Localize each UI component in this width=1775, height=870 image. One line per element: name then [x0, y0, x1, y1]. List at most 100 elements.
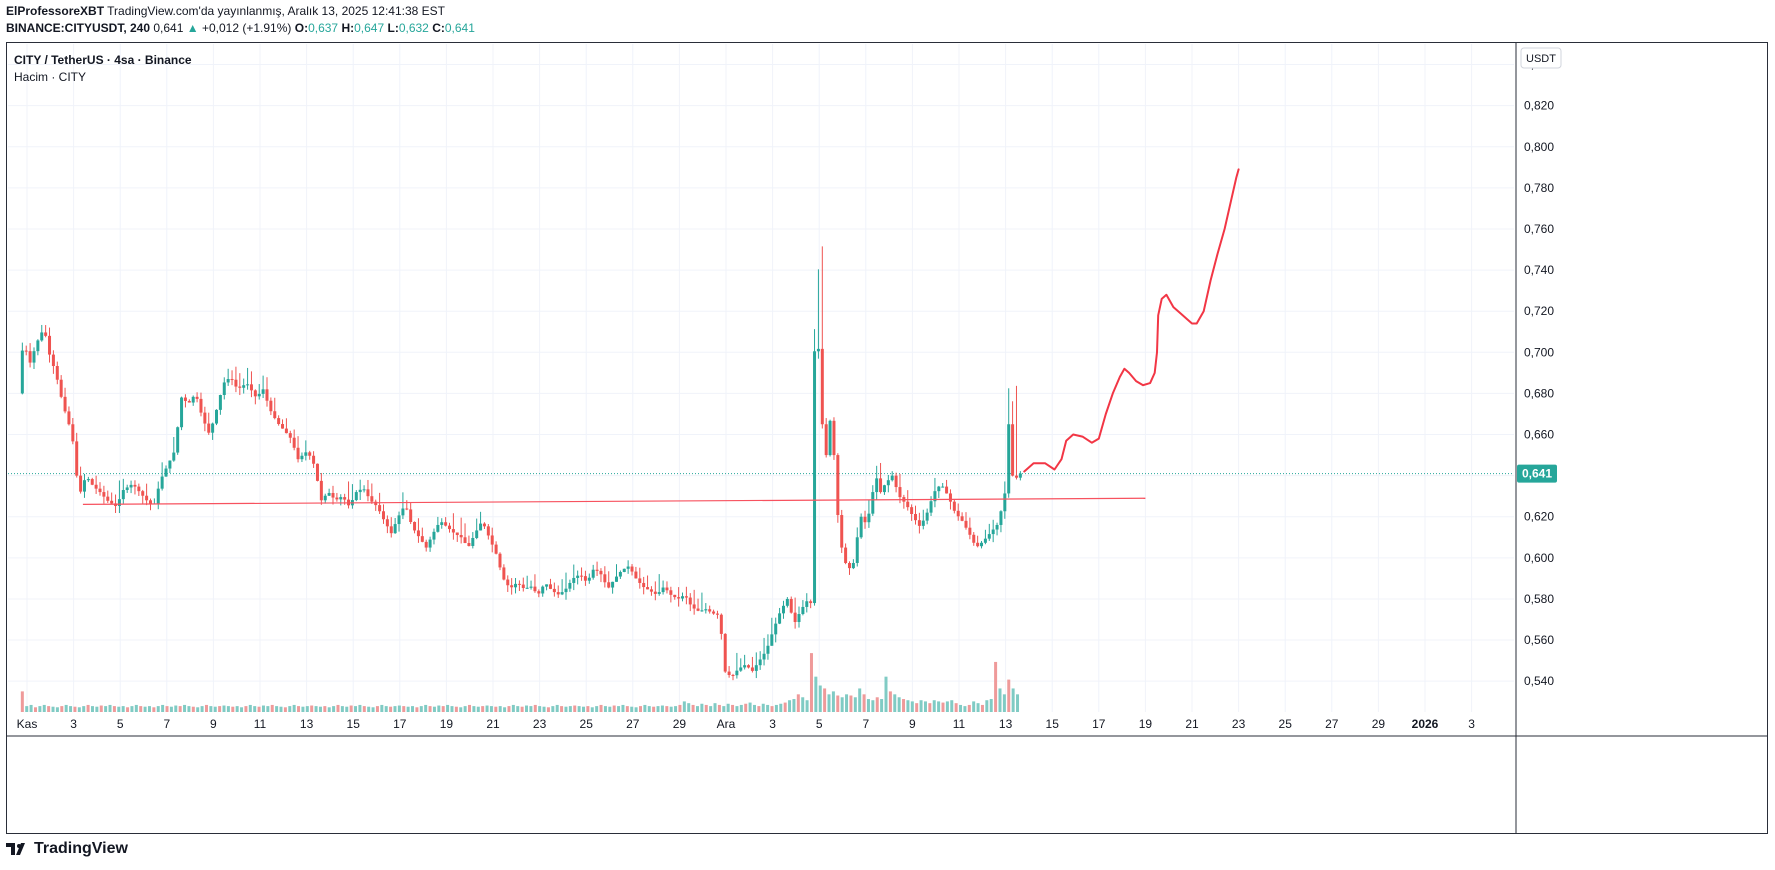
- volume-bar: [630, 706, 634, 712]
- price-tick-label: 0,680: [1524, 386, 1554, 400]
- drawings[interactable]: [82, 168, 1240, 506]
- candle-body: [296, 447, 300, 460]
- volume-bar: [73, 706, 77, 712]
- candle-body: [552, 588, 556, 593]
- volume-bar: [86, 704, 90, 712]
- candle-body: [941, 486, 945, 488]
- candle-body: [715, 613, 719, 615]
- volume-bar: [33, 707, 37, 712]
- volume-bar: [827, 694, 831, 712]
- candle-body: [176, 427, 180, 453]
- candle-body: [634, 571, 638, 579]
- candle-body: [121, 490, 125, 500]
- candle-body: [991, 529, 995, 535]
- volume-bar: [82, 706, 86, 712]
- candle-body: [618, 572, 622, 577]
- candle-body: [479, 523, 483, 531]
- candle-body: [211, 423, 215, 433]
- candle-body: [871, 492, 875, 514]
- candle-body: [813, 351, 817, 604]
- candle-body: [875, 478, 879, 493]
- volume-bar: [923, 701, 927, 712]
- volume-bar: [152, 707, 156, 712]
- time-tick-label: 3: [70, 717, 77, 731]
- candle-body: [358, 489, 362, 493]
- candle-body: [980, 542, 984, 547]
- volume-bar: [656, 706, 660, 712]
- volume-bar: [375, 706, 379, 712]
- volume-bar: [209, 706, 213, 712]
- candle-body: [44, 332, 48, 336]
- candle-body: [847, 562, 851, 569]
- candle-body: [71, 424, 75, 442]
- volume-bar: [411, 706, 415, 712]
- candle-body: [785, 598, 789, 606]
- volume-bar: [226, 706, 230, 712]
- candle-body: [455, 532, 459, 536]
- volume-bar: [393, 706, 397, 712]
- candle-body: [420, 536, 424, 542]
- volume-bar: [187, 706, 191, 712]
- volume-bar: [647, 706, 651, 712]
- volume-bar: [25, 706, 29, 712]
- time-tick-label: 17: [393, 717, 407, 731]
- candle-body: [249, 384, 253, 391]
- time-tick-label: 27: [1325, 717, 1339, 731]
- volume-bar: [818, 685, 822, 712]
- volume-bar: [875, 697, 879, 712]
- candle-body: [545, 584, 549, 587]
- time-tick-label: 13: [999, 717, 1013, 731]
- candle-body: [424, 541, 428, 548]
- volume-bar: [603, 706, 607, 712]
- candle-body: [451, 529, 455, 533]
- volume-legend: Hacim · CITY: [14, 70, 86, 84]
- volume-bar: [568, 706, 572, 712]
- candle-body: [921, 520, 925, 526]
- candle-body: [987, 534, 991, 539]
- volume-bar: [424, 704, 428, 712]
- price-axis[interactable]: 0,5400,5600,5800,6000,6200,6400,6600,680…: [1515, 43, 1562, 833]
- chart-frame[interactable]: [6, 42, 1768, 834]
- volume-bar: [288, 706, 292, 712]
- candle-body: [180, 397, 184, 428]
- tradingview-logo[interactable]: TradingView: [6, 840, 128, 858]
- candle-body: [482, 523, 486, 527]
- volume-bar: [915, 703, 919, 712]
- time-tick-label: 25: [1279, 717, 1293, 731]
- candle-body: [339, 497, 343, 500]
- volume-bar: [156, 706, 160, 712]
- symbol-label: BINANCE:CITYUSDT, 240: [6, 21, 151, 35]
- time-tick-label: 19: [1139, 717, 1153, 731]
- volume-bar: [266, 706, 270, 712]
- volume-bar: [134, 704, 138, 712]
- author-name[interactable]: ElProfessoreXBT: [6, 4, 105, 18]
- volume-bar: [709, 706, 713, 712]
- candle-body: [164, 468, 168, 477]
- candle-body: [591, 569, 595, 578]
- candle-body: [665, 587, 669, 591]
- candle-body: [820, 348, 824, 425]
- candle-body: [723, 633, 727, 672]
- volume-bar: [862, 694, 866, 712]
- volume-bar: [717, 704, 721, 712]
- candle-body: [343, 497, 347, 500]
- volume-bar: [529, 706, 533, 712]
- candle-body: [288, 433, 292, 438]
- candle-body: [688, 597, 692, 605]
- volume-bar: [358, 704, 362, 712]
- volume-bar: [866, 699, 870, 712]
- candle-body: [292, 437, 296, 448]
- volume-bar: [643, 704, 647, 712]
- candle-body: [24, 350, 28, 352]
- candle-body: [681, 596, 685, 599]
- candle-body: [366, 489, 370, 497]
- volume-bar: [1016, 694, 1020, 712]
- time-tick-label: 11: [953, 717, 966, 731]
- volume-bar: [704, 704, 708, 712]
- volume-bar: [283, 707, 287, 712]
- candle-body: [79, 475, 83, 492]
- time-tick-label: Ara: [717, 717, 736, 731]
- time-axis[interactable]: Kas 3 5 7 9 11 13 15 17 19 21 23 25 27 29 Ara 3 5 7 9 11 13 15…: [7, 717, 1767, 737]
- volume-bar: [397, 705, 401, 712]
